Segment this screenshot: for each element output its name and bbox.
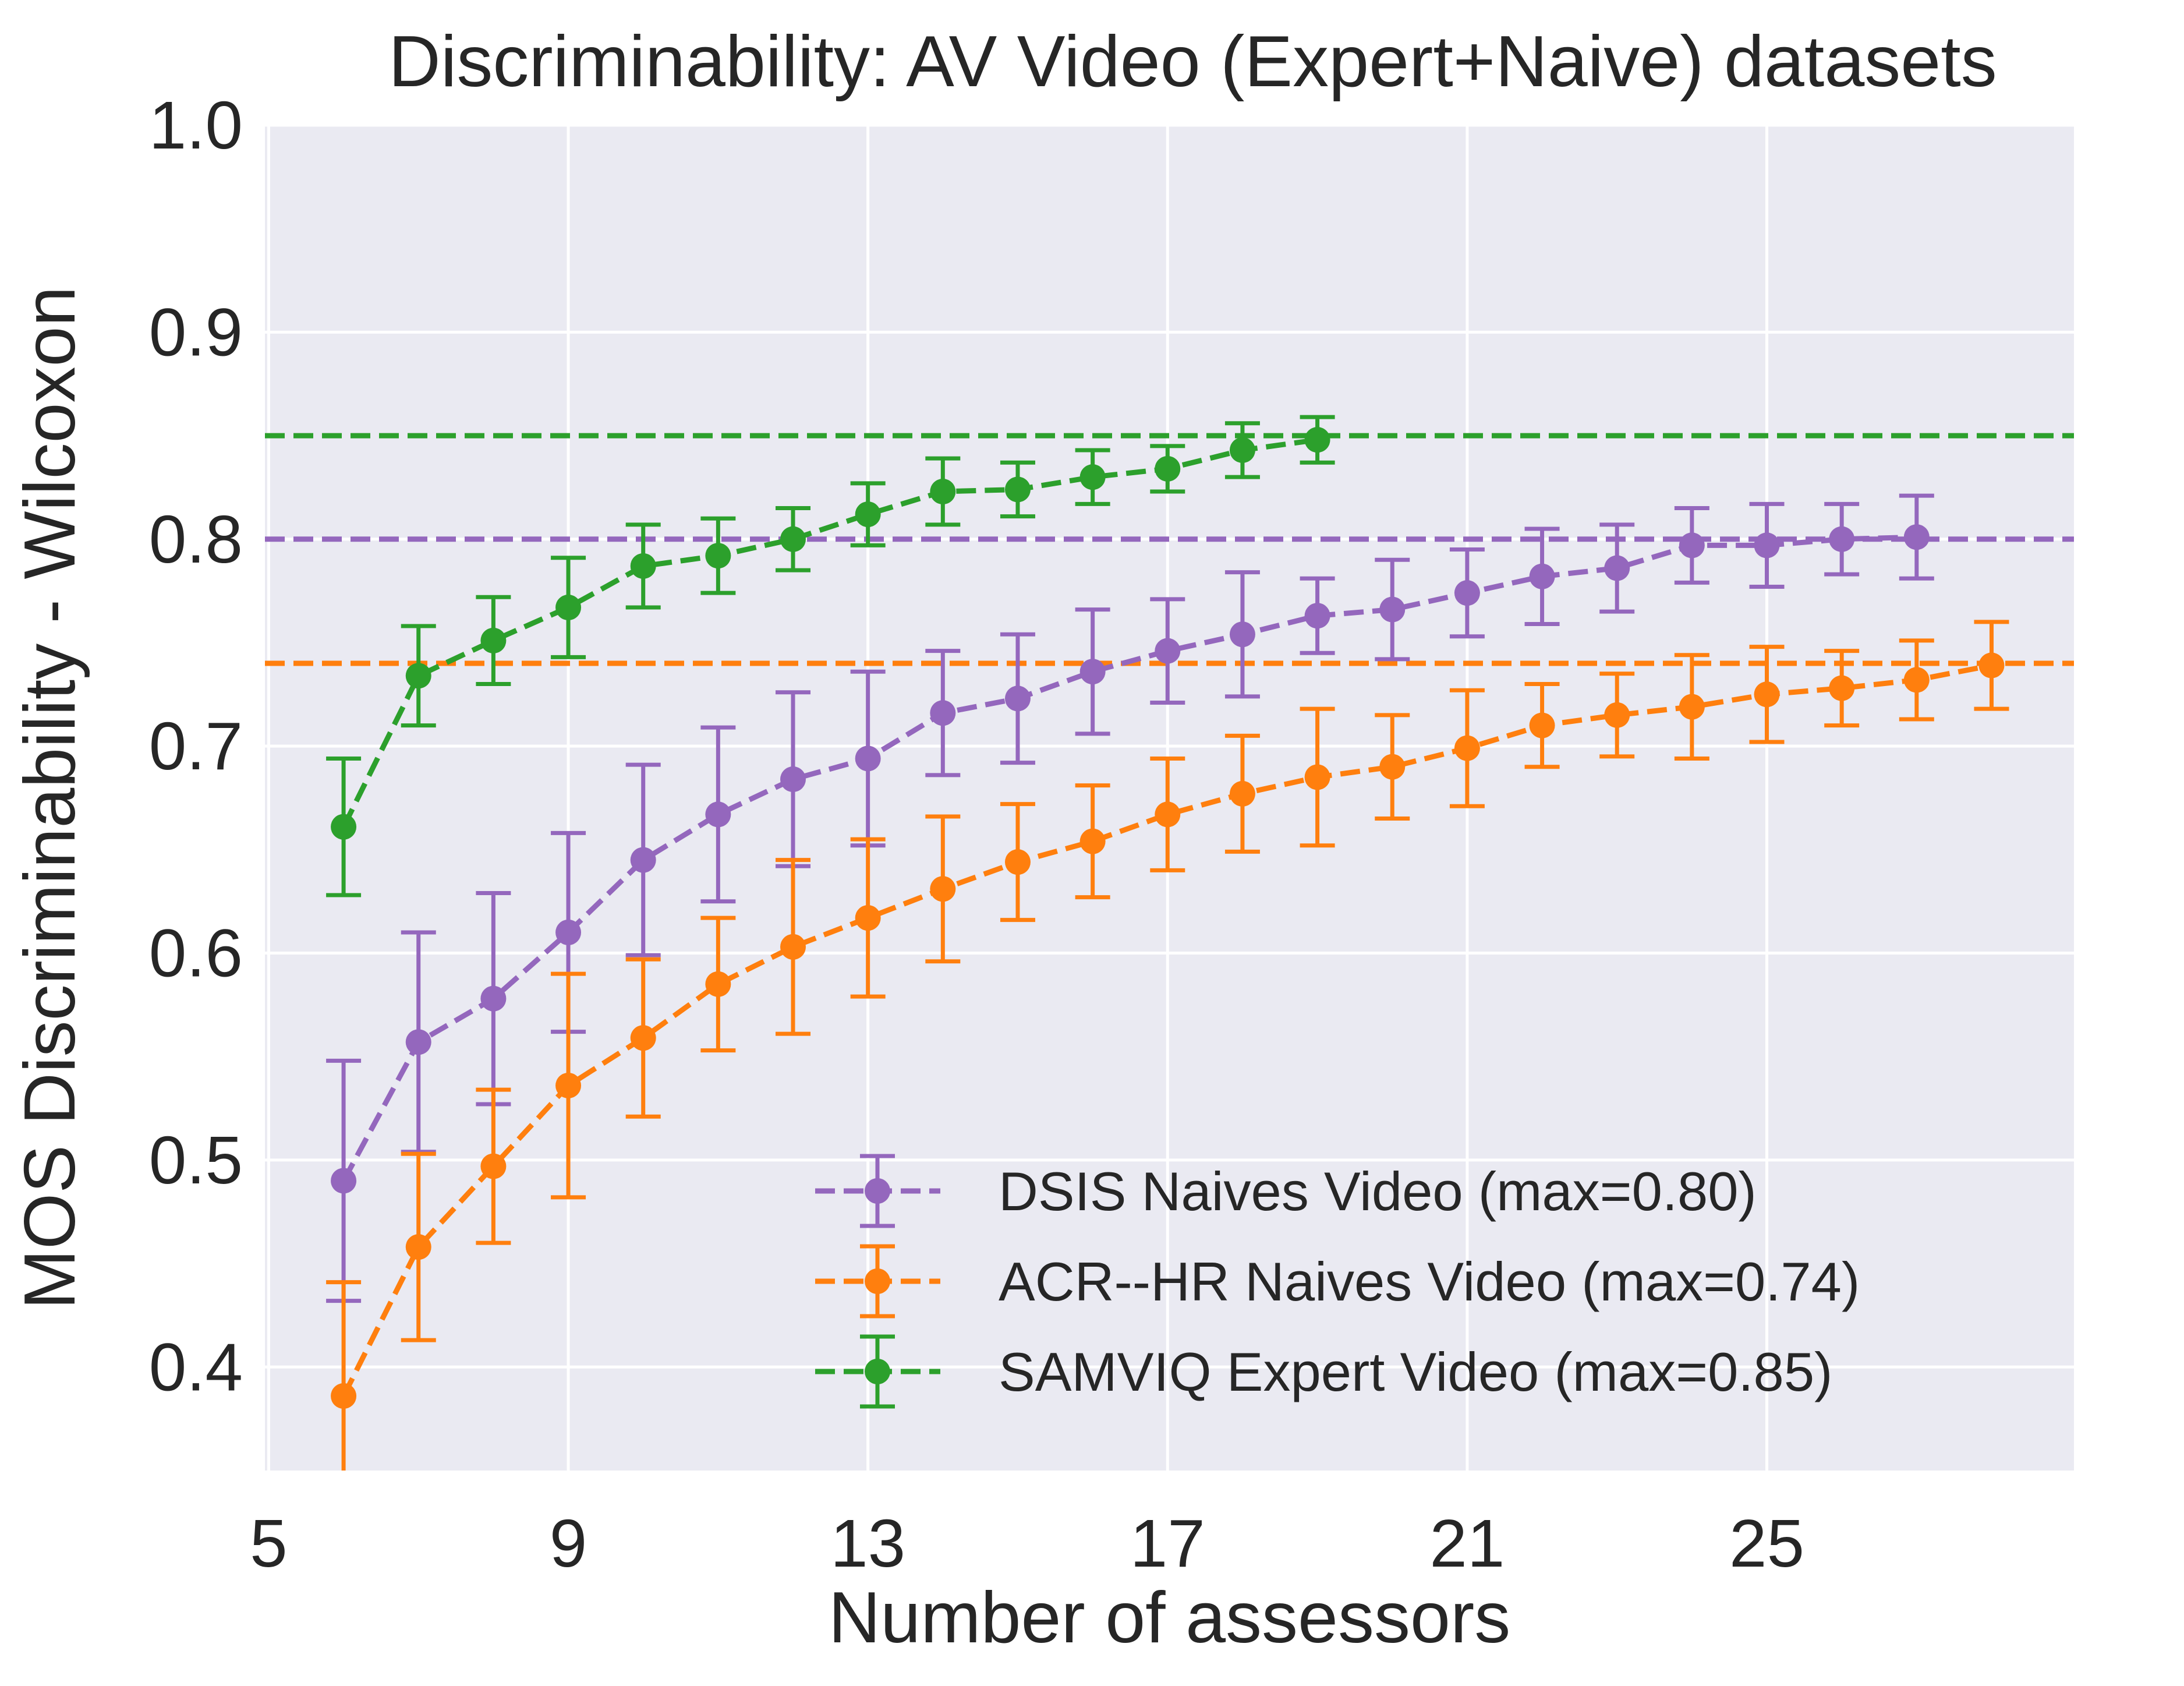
data-point [705,971,731,997]
series-line [341,663,1992,1398]
data-point [930,876,956,902]
legend-label: DSIS Naives Video (max=0.80) [999,1161,1757,1222]
data-point [630,553,656,579]
data-point [480,1153,507,1179]
data-point [855,745,881,772]
data-point [1004,849,1031,875]
series-line [341,534,1917,1182]
x-tick-label: 21 [1429,1505,1505,1581]
data-point [1079,828,1106,854]
data-point [1155,455,1181,482]
chart-title: Discriminability: AV Video (Expert+Naive… [388,22,1997,102]
data-point [1155,801,1181,828]
x-tick-label: 17 [1130,1505,1205,1581]
data-point [405,663,431,689]
data-point [1304,764,1330,790]
data-point [1754,681,1780,708]
data-point [1454,735,1480,761]
data-point [1304,603,1330,629]
y-tick-label: 0.5 [149,1122,243,1198]
data-point [1829,675,1855,701]
y-tick-label: 0.6 [149,916,243,991]
data-point [1529,712,1555,738]
data-point [331,1168,357,1194]
series [326,415,1335,897]
data-point [705,543,731,569]
data-point [780,766,806,793]
legend-marker [865,1268,890,1294]
data-point [1529,563,1555,589]
data-point [1903,667,1930,693]
data-point [1379,754,1406,780]
data-point [930,479,956,505]
x-ticks: 5 9 13 17 21 25 [250,1505,1804,1581]
data-point [780,934,806,960]
data-point [1379,596,1406,623]
legend-label: ACR--HR Naives Video (max=0.74) [999,1251,1860,1312]
legend-entry: SAMVIQ Expert Video (max=0.85) [815,1334,1832,1409]
y-ticks: 0.4 0.5 0.6 0.7 0.8 0.9 1.0 [149,87,243,1405]
data-point [1978,652,2005,678]
data-point [1304,427,1330,453]
data-point [331,1383,357,1409]
data-point [630,1025,656,1051]
data-point [1679,532,1705,559]
data-point [555,595,582,621]
x-tick-label: 25 [1729,1505,1804,1581]
series [326,493,1934,1303]
data-point [1229,621,1255,648]
data-point [1229,437,1255,463]
data-point [1679,694,1705,720]
data-point [1004,685,1031,712]
data-point [331,814,357,840]
x-tick-label: 9 [550,1505,587,1581]
max-reference-lines [265,433,2074,666]
legend-label: SAMVIQ Expert Video (max=0.85) [999,1341,1832,1402]
data-point [780,526,806,552]
data-point [405,1234,431,1260]
x-tick-label: 13 [830,1505,905,1581]
data-point [405,1029,431,1055]
data-point [555,920,582,945]
y-axis-label: MOS Discriminability - Wilcoxon [10,287,90,1310]
data-point [1604,702,1630,728]
data-point [630,847,656,873]
data-point [1155,638,1181,664]
data-point [1903,524,1930,550]
y-tick-label: 0.8 [149,501,243,577]
x-tick-label: 5 [250,1505,288,1581]
y-tick-label: 1.0 [149,87,243,163]
data-point [705,801,731,828]
x-axis-label: Number of assessors [829,1578,1511,1658]
data-point [855,501,881,528]
data-point [1754,532,1780,559]
y-tick-label: 0.7 [149,708,243,784]
data-point [1079,464,1106,490]
data-point [930,700,956,726]
legend-entry: DSIS Naives Video (max=0.80) [815,1154,1757,1228]
data-point [855,905,881,931]
grid [265,123,2074,1471]
legend-marker [865,1178,890,1204]
data-point [1454,580,1480,606]
data-point [1829,526,1855,552]
series [326,620,2009,1471]
data-point [1004,476,1031,503]
legend-marker [865,1359,890,1384]
legend-entry: ACR--HR Naives Video (max=0.74) [815,1244,1860,1319]
series-layer [326,415,2009,1471]
data-point [1604,555,1630,581]
legend: DSIS Naives Video (max=0.80) ACR--HR Naiv… [815,1154,1860,1409]
data-point [1079,659,1106,685]
data-point [480,627,507,653]
data-point [1229,780,1255,807]
data-point [555,1072,582,1098]
y-tick-label: 0.9 [149,294,243,370]
y-tick-label: 0.4 [149,1329,243,1405]
data-point [480,985,507,1012]
